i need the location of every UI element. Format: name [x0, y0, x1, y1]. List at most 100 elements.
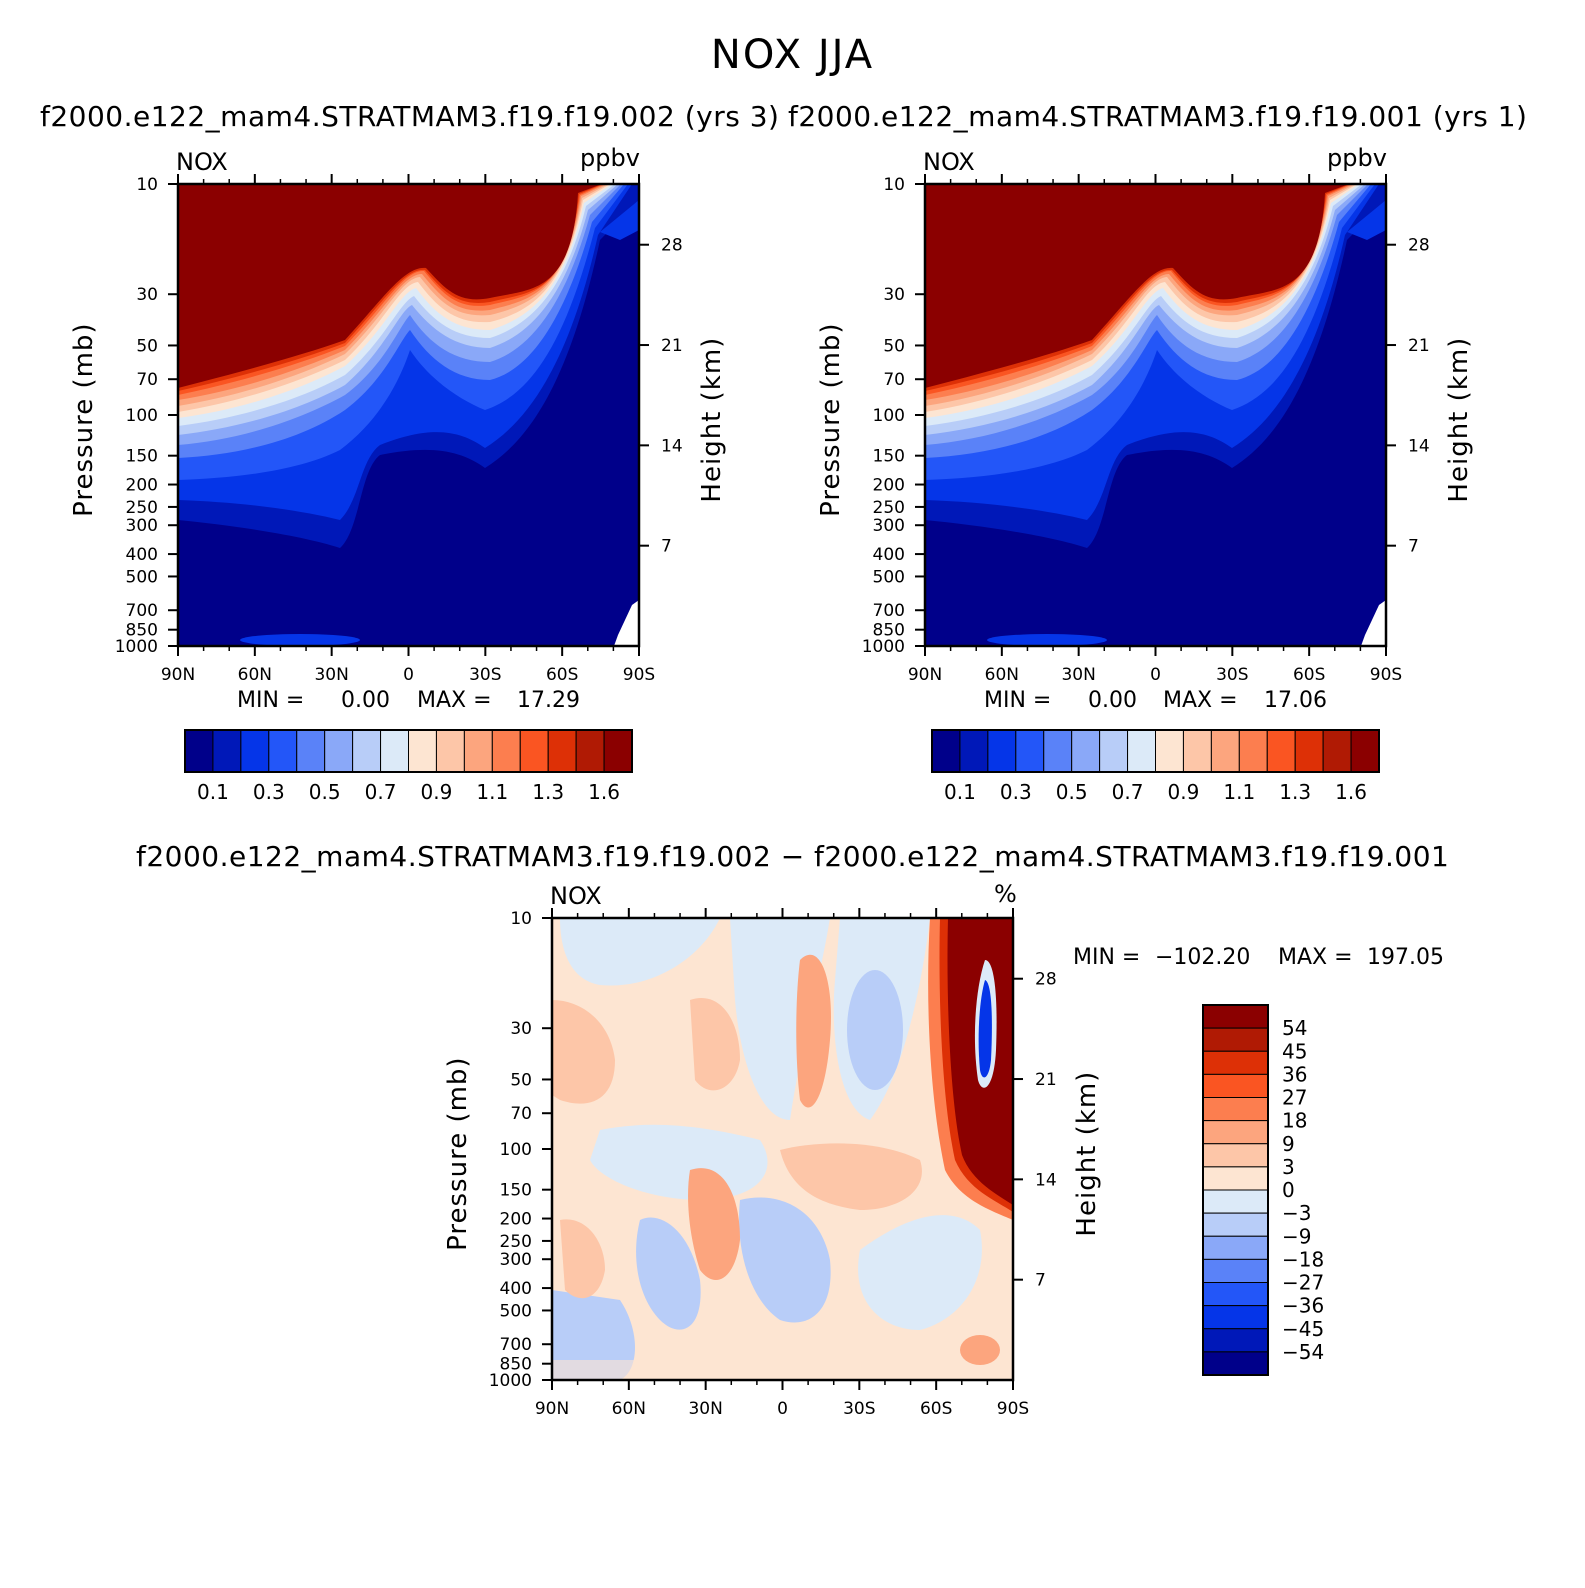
- diff-y-tick-label: 250: [500, 1232, 532, 1252]
- diff-colorbar-frame: [1202, 1004, 1269, 1376]
- diff-colorbar-swatch: [1202, 1004, 1269, 1029]
- axes-layer: 90N 60N 30N 0 30S 60S 90S103050701001502002503…: [69, 174, 1474, 1419]
- right-axes: 90N 60N 30N 0 30S 60S 90S 10 30 50 70 100 150 2002503…: [816, 174, 1474, 685]
- diff-colorbar-label: −9: [1282, 1224, 1311, 1248]
- left-y-tick-label: 850: [126, 621, 158, 641]
- diff-x-tick-label: 90S: [997, 1399, 1029, 1419]
- left-y-tick-label: 400: [126, 545, 158, 565]
- right-colorbar-swatch: [959, 729, 989, 773]
- left-colorbar-label: 0.5: [309, 780, 341, 804]
- diff-colorbar-swatch: [1202, 1166, 1269, 1191]
- left-colorbar-swatch: [575, 729, 605, 773]
- left-colorbar-swatch: [519, 729, 549, 773]
- diff-colorbar-swatch: [1202, 1212, 1269, 1237]
- diff-max-label: MAX =: [1278, 945, 1353, 970]
- left-colorbar-frame: [184, 729, 633, 773]
- right-surface-feature: [987, 634, 1107, 646]
- right-edge-band: [1347, 200, 1386, 240]
- right-y-tick-label: 50: [883, 336, 905, 356]
- left-y-tick-label: 500: [126, 567, 158, 587]
- diff-colorbar-label: 0: [1282, 1178, 1295, 1202]
- right-y-right-axis-title: Height (km): [1444, 337, 1474, 503]
- diff-max-value: 197.05: [1367, 945, 1444, 970]
- diff-region-10: [552, 1000, 615, 1104]
- diff-y-tick-label: 850: [500, 1355, 532, 1375]
- diff-variable-label: NOX: [550, 882, 602, 910]
- left-colorbar-swatch: [184, 729, 214, 773]
- left-colorbar-label: 0.7: [365, 780, 397, 804]
- left-colorbar-swatch: [408, 729, 437, 773]
- colorbar-layer: 0.1 0.3 0.5 0.7 0.9 1.1 1.3 1.6 0.1 0.3 0.5 0.7 0.9 1…: [184, 729, 1380, 1376]
- left-y-tick-label: 250: [126, 498, 158, 518]
- diff-y-tick-label: 30: [510, 1019, 532, 1039]
- diff-colorbar-swatch: [1202, 1143, 1269, 1168]
- left-colorbar-label: 1.1: [476, 780, 508, 804]
- left-y-tick-label: 150: [126, 447, 158, 467]
- left-colorbar: 0.1 0.3 0.5 0.7 0.9 1.1 1.3 1.6: [184, 729, 633, 804]
- diff-region-1: [560, 918, 720, 986]
- right-y-tick-label: 30: [883, 285, 905, 305]
- right-colorbar-swatch: [1294, 729, 1324, 773]
- left-max-value: 17.29: [517, 688, 580, 713]
- diff-x-tick-label: 90N: [535, 1399, 569, 1419]
- left-y-tick-label: 700: [126, 601, 158, 621]
- left-axes: 90N 60N 30N 0 30S 60S 90S 10 30 50 70 100 150 2002503…: [69, 174, 727, 685]
- diff-colorbar-label: 9: [1282, 1132, 1295, 1156]
- diff-colorbar-label: −36: [1282, 1294, 1324, 1318]
- diff-x-tick-label: 30S: [843, 1399, 875, 1419]
- left-y-tick-label: 30: [136, 285, 158, 305]
- diff-colorbar-swatch: [1202, 1097, 1269, 1122]
- right-colorbar-swatch: [1322, 729, 1352, 773]
- diff-region-15: [560, 1219, 605, 1299]
- right-x-tick-label: 90N: [908, 665, 942, 685]
- left-x-tick-label: 60N: [238, 665, 272, 685]
- left-y-tick-label: 300: [126, 516, 158, 536]
- diff-colorbar-label: −45: [1282, 1317, 1324, 1341]
- right-y-right-tick-label: 14: [1408, 436, 1430, 456]
- right-colorbar-label: 0.1: [944, 780, 976, 804]
- diff-y-tick-label: 100: [500, 1140, 532, 1160]
- right-y-tick-label: 850: [873, 621, 905, 641]
- left-y-tick-label: 1000: [115, 637, 158, 657]
- diff-x-tick-label: 0: [777, 1399, 788, 1419]
- left-colorbar-swatch: [296, 729, 326, 773]
- diff-colorbar-swatch: [1202, 1073, 1269, 1098]
- diff-region-12: [796, 954, 831, 1108]
- left-x-tick-label: 90N: [161, 665, 195, 685]
- diff-colorbar-label: 18: [1282, 1109, 1307, 1133]
- left-panel-title: f2000.e122_mam4.STRATMAM3.f19.f19.002 (y…: [40, 100, 780, 133]
- diff-region-21: [552, 1360, 1013, 1380]
- left-x-tick-label: 30N: [314, 665, 348, 685]
- diff-region-8: [858, 1215, 982, 1330]
- left-max-label: MAX =: [417, 688, 492, 713]
- diff-y-tick-label: 70: [510, 1104, 532, 1124]
- left-colorbar-label: 0.3: [253, 780, 285, 804]
- diff-colorbar-label: 45: [1282, 1039, 1307, 1063]
- right-y-right-tick-label: 7: [1408, 537, 1419, 557]
- diff-min-label: MIN =: [1073, 945, 1141, 970]
- left-contour-field: [178, 184, 639, 646]
- left-y-tick-label: 100: [126, 406, 158, 426]
- left-colorbar-label: 1.6: [588, 780, 620, 804]
- diff-y-right-tick-label: 14: [1035, 1170, 1057, 1190]
- diff-colorbar-swatch: [1202, 1305, 1269, 1330]
- right-x-tick-label: 60N: [985, 665, 1019, 685]
- diff-y-tick-label: 700: [500, 1335, 532, 1355]
- left-variable-label: NOX: [176, 148, 228, 176]
- left-y-tick-label: 200: [126, 476, 158, 496]
- diff-y-right-axis-title: Height (km): [1072, 1071, 1102, 1237]
- left-y-right-axis-title: Height (km): [697, 337, 727, 503]
- diff-y-tick-label: 400: [500, 1279, 532, 1299]
- right-y-tick-label: 10: [883, 175, 905, 195]
- right-x-tick-label: 30S: [1216, 665, 1248, 685]
- figure-title: NOX JJA: [710, 32, 875, 78]
- left-y-right-tick-label: 7: [661, 537, 672, 557]
- diff-colorbar-label: 36: [1282, 1062, 1307, 1086]
- diff-y-right-tick-label: 28: [1035, 970, 1057, 990]
- diff-colorbar-label: −3: [1282, 1201, 1311, 1225]
- diff-colorbar-swatch: [1202, 1120, 1269, 1145]
- right-colorbar-swatch: [1155, 729, 1184, 773]
- diff-colorbar-label: −54: [1282, 1340, 1324, 1364]
- right-colorbar-label: 0.7: [1112, 780, 1144, 804]
